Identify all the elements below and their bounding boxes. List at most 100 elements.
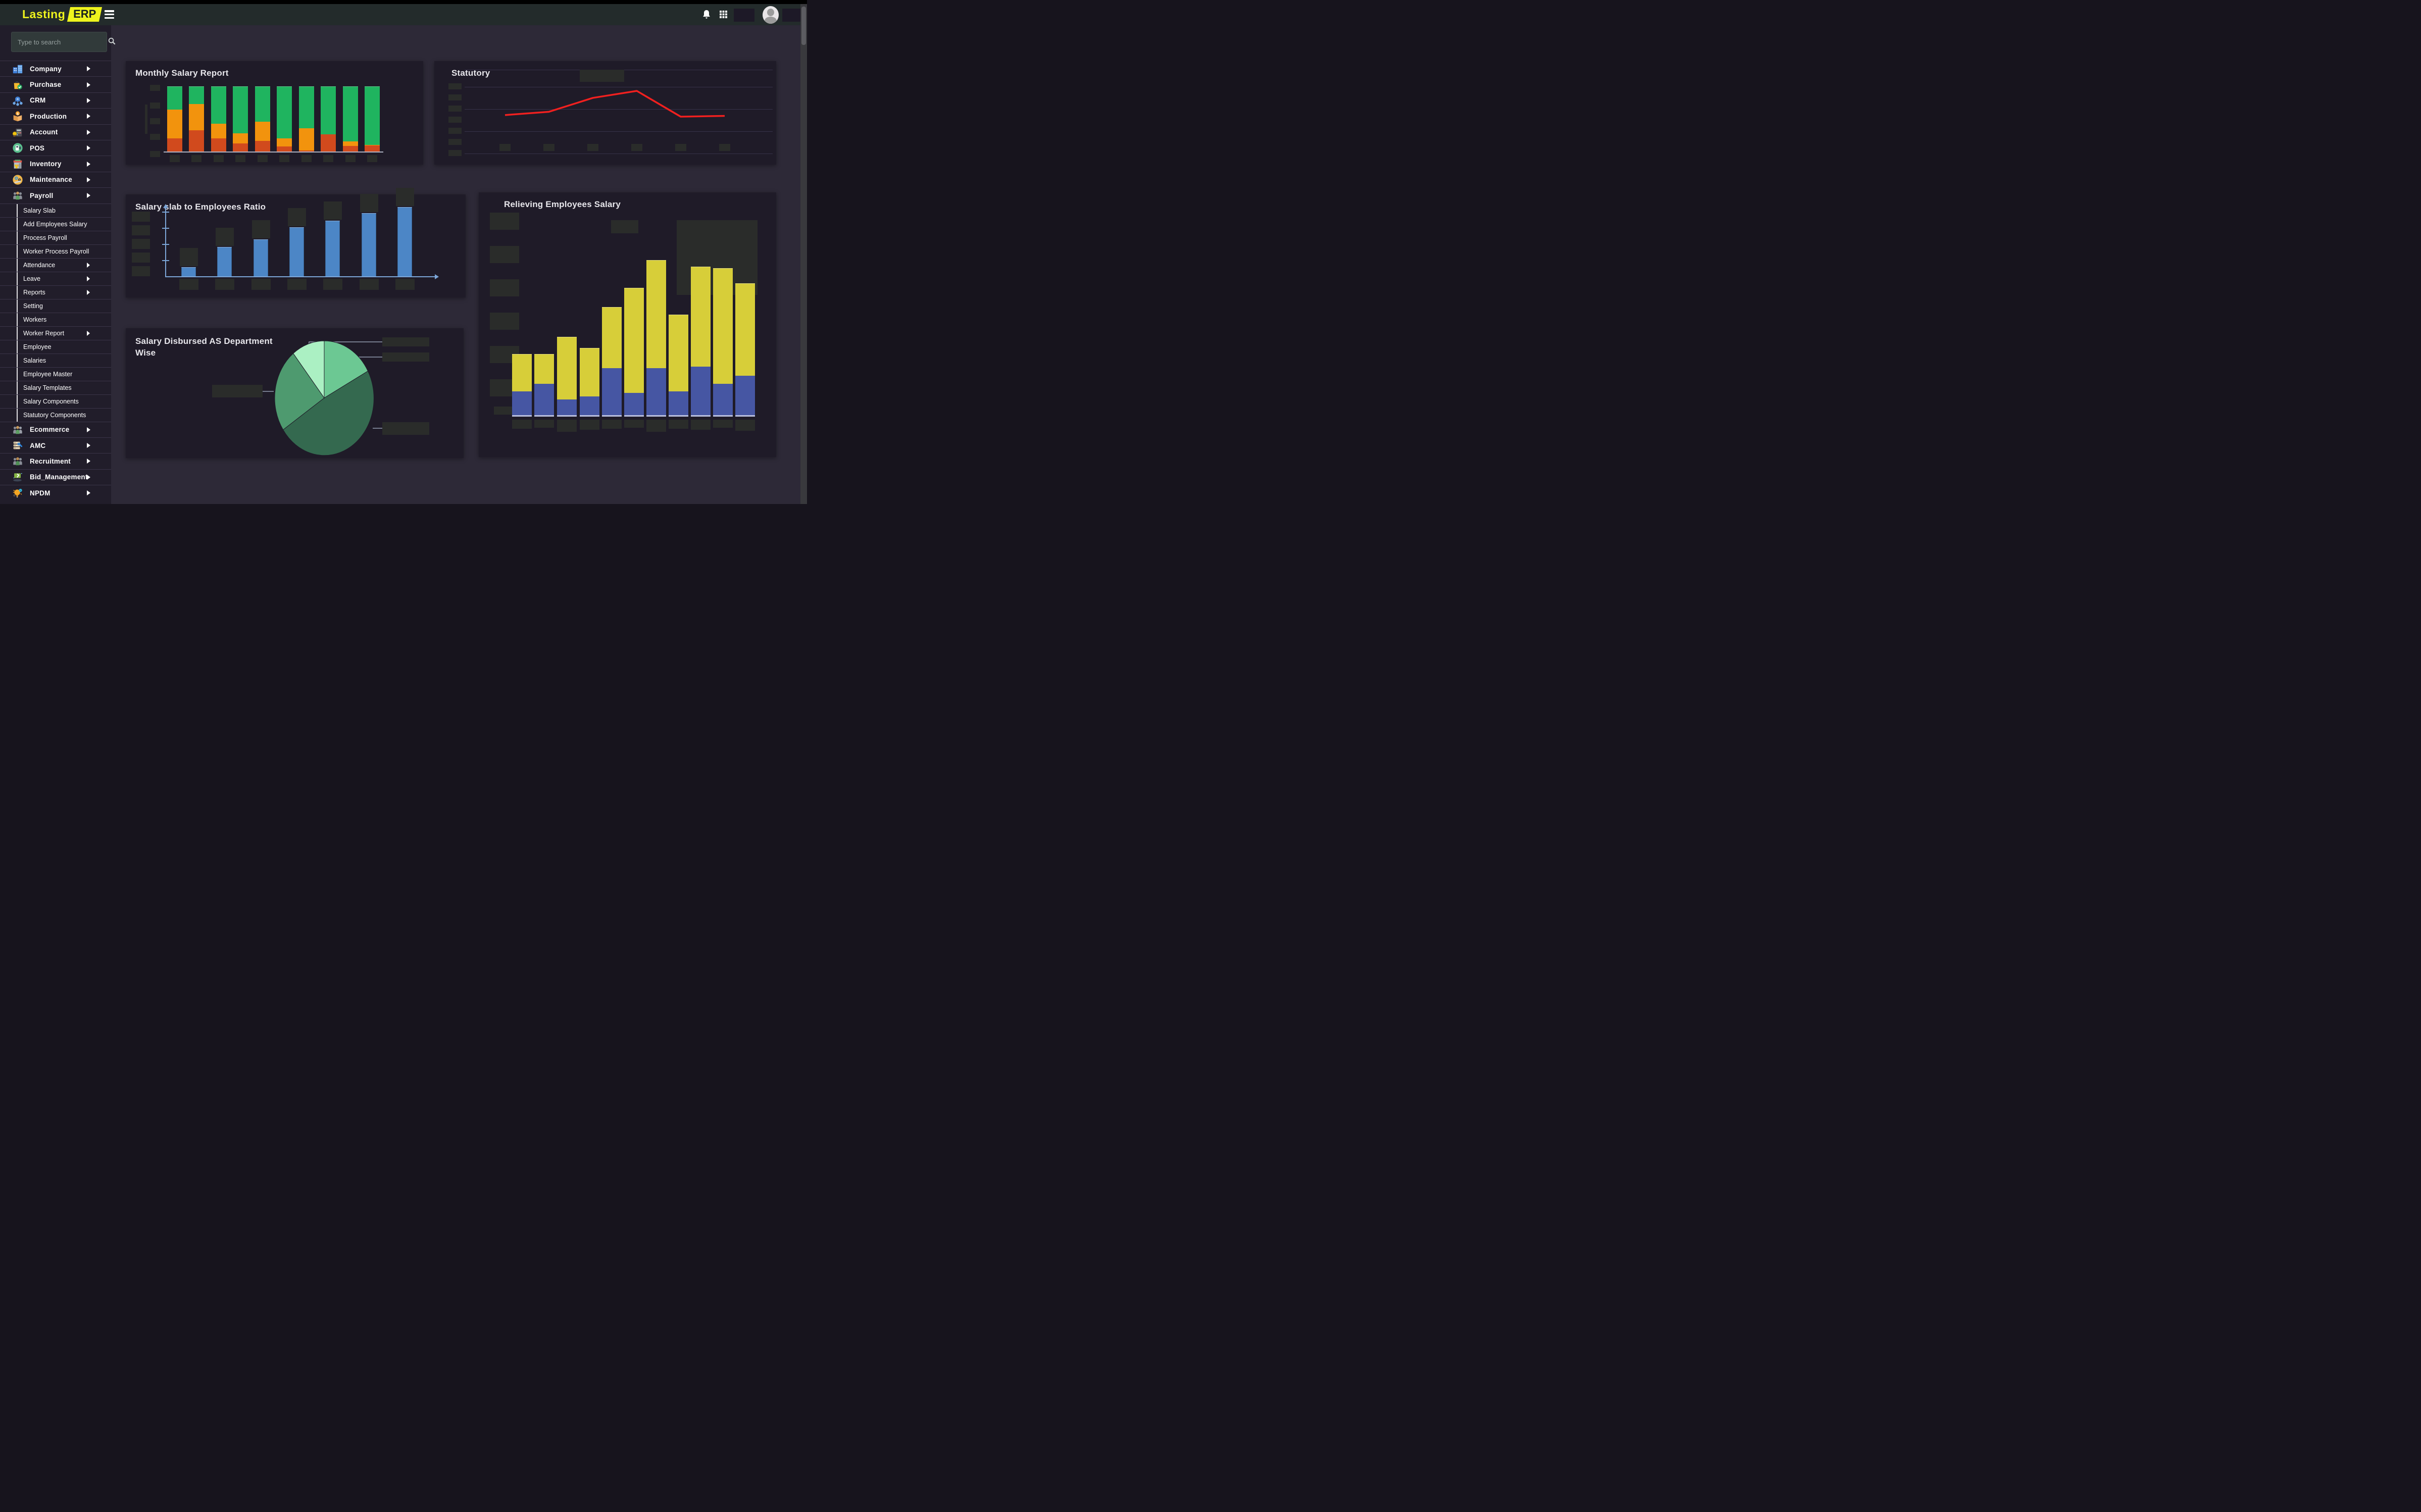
y-axis-label-placeholder [448,128,462,134]
sidebar-item-account[interactable]: Account [0,124,111,140]
y-axis-label-placeholder [150,134,160,140]
sidebar-subitem-label: Workers [23,316,47,323]
legend-placeholder [212,385,263,397]
sidebar-subitem-attendance[interactable]: Attendance [0,258,111,272]
segment-upper [189,86,204,105]
sidebar-item-crm[interactable]: CRM [0,92,111,108]
sidebar-subitem-leave[interactable]: Leave [0,271,111,285]
sidebar-item-ecommerce[interactable]: Ecommerce [0,421,111,437]
sidebar-item-recruitment[interactable]: Recruitment [0,453,111,469]
bar [254,239,268,276]
y-axis-label-placeholder [448,139,462,145]
sidebar-subitem-setting[interactable]: Setting [0,298,111,313]
stacked-bar [580,348,599,417]
x-axis-label-placeholder [587,144,598,151]
x-axis-label-placeholder [258,155,268,162]
chart-title: Monthly Salary Report [135,68,229,78]
sidebar-item-label: Company [30,65,62,73]
segment-bottom [624,393,644,417]
segment-upper [343,86,358,142]
sidebar-item-payroll[interactable]: Payroll [0,187,111,203]
sidebar-subitem-statutory-components[interactable]: Statutory Components [0,408,111,422]
sidebar-subitem-salaries[interactable]: Salaries [0,353,111,367]
sidebar-item-production[interactable]: $ Production [0,108,111,124]
gridline [465,109,773,110]
chevron-right-icon [87,427,90,432]
segment-top [624,288,644,393]
sidebar-subitem-process-payroll[interactable]: Process Payroll [0,230,111,244]
stacked-bar [534,354,554,417]
crm-icon [12,95,23,106]
x-axis-label-placeholder [179,279,198,290]
sidebar-subitem-salary-components[interactable]: Salary Components [0,394,111,408]
chevron-right-icon [87,129,90,135]
segment-lower [343,146,358,152]
y-axis-label-placeholder [448,117,462,123]
search-icon[interactable] [108,37,116,47]
sidebar-subitem-reports[interactable]: Reports [0,285,111,299]
legend-placeholder [382,337,429,346]
chevron-right-icon [87,82,90,87]
stacked-bar [321,86,336,152]
pie-slice-label: 22% [288,388,304,397]
bid_management-icon [12,472,23,483]
sidebar-item-bid-management[interactable]: Bid_Management [0,469,111,485]
sidebar-subitem-add-employees-salary[interactable]: Add Employees Salary [0,217,111,231]
sidebar-subitem-label: Process Payroll [23,234,67,241]
stacked-bar [211,86,226,152]
sidebar-item-label: Bid_Management [30,473,88,481]
y-axis-label-placeholder [132,212,150,222]
segment-bottom [669,391,688,417]
scrollbar-thumb[interactable] [801,7,806,45]
sidebar-item-npdm[interactable]: NPDM [0,485,111,500]
stacked-bar [365,86,380,152]
y-axis-arrow [163,204,168,208]
sidebar-subitem-salary-slab[interactable]: Salary Slab [0,203,111,217]
sidebar-item-pos[interactable]: POS [0,139,111,156]
chevron-right-icon [87,474,90,480]
x-axis-label-placeholder [512,420,532,429]
x-axis-label-placeholder [345,155,356,162]
production-icon: $ [12,111,23,122]
sidebar-search[interactable] [11,32,116,52]
sidebar-subitem-label: Reports [23,288,45,296]
sidebar-subitem-employee-master[interactable]: Employee Master [0,367,111,381]
amc-icon [12,440,23,451]
sidebar-menu: Company Purchase CRM $ Production Account POS I… [0,61,111,500]
sidebar-item-inventory[interactable]: Inventory [0,156,111,171]
value-label-placeholder [252,220,270,238]
sidebar-item-label: Recruitment [30,457,71,465]
sidebar-item-company[interactable]: Company [0,61,111,76]
logo-text: Lasting [22,8,66,21]
x-axis-label-placeholder [279,155,289,162]
sidebar-subitem-label: Leave [23,275,41,282]
segment-bottom [602,368,622,417]
sidebar-subitem-worker-report[interactable]: Worker Report [0,326,111,340]
sidebar-subitem-workers[interactable]: Workers [0,312,111,326]
user-avatar[interactable] [763,6,779,24]
bar [181,267,196,276]
segment-lower [321,134,336,152]
hamburger-icon[interactable] [105,10,115,19]
sidebar-subitem-worker-process-payroll[interactable]: Worker Process Payroll [0,244,111,258]
chevron-right-icon [87,97,90,103]
search-input[interactable] [17,37,108,46]
chart-title: Relieving Employees Salary [504,199,621,209]
segment-middle [277,138,292,146]
sidebar-subitem-salary-templates[interactable]: Salary Templates [0,380,111,394]
apps-grid-icon[interactable] [720,11,727,21]
scrollbar[interactable] [800,4,807,504]
bar [397,207,412,276]
sidebar-item-label: Maintenance [30,176,72,184]
x-axis-label-placeholder [191,155,201,162]
app-logo[interactable]: Lasting ERP [22,7,103,22]
bell-icon[interactable] [702,10,711,22]
sidebar-item-maintenance[interactable]: Maintenance [0,171,111,187]
sidebar-item-amc[interactable]: AMC [0,437,111,453]
card-statutory: Statutory [434,61,776,165]
sidebar-subitem-employee[interactable]: Employee [0,339,111,354]
sidebar-subitem-label: Salaries [23,357,46,364]
value-label-placeholder [216,228,234,246]
sidebar-item-purchase[interactable]: Purchase [0,76,111,92]
y-axis-label-placeholder [448,83,462,89]
